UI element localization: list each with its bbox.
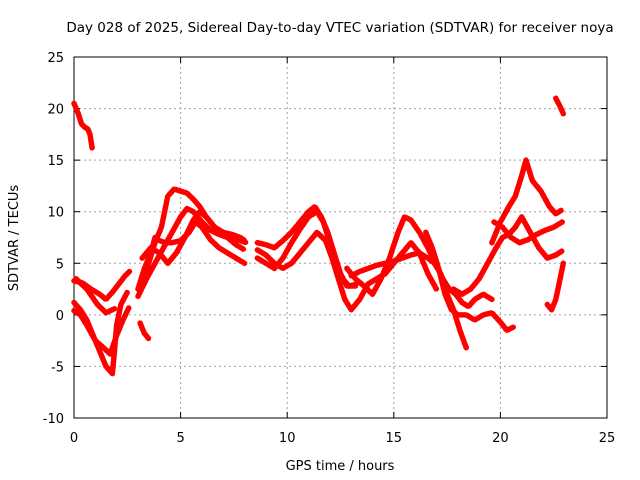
series-trace-1 (71, 100, 95, 151)
series-trace-15 (344, 214, 495, 310)
x-axis-label: GPS time / hours (286, 459, 395, 474)
y-tick-label: 20 (47, 103, 64, 118)
x-tick-label: 20 (492, 431, 509, 446)
x-tick-labels: 0 5 10 15 20 25 (70, 431, 615, 446)
series-trace-7 (73, 276, 118, 316)
y-tick-labels: -10 -5 0 5 10 15 20 25 (43, 51, 64, 427)
series-trace-14 (254, 208, 361, 289)
y-tick-label: -5 (51, 360, 64, 375)
plot-frame (73, 56, 608, 419)
series-trace-20 (491, 219, 565, 246)
y-tick-label: 15 (47, 154, 64, 169)
y-axis-label: SDTVAR / TECUs (7, 185, 22, 292)
series-trace-17 (423, 229, 516, 334)
y-tick-label: 0 (56, 309, 64, 324)
series-trace-2 (553, 95, 567, 117)
grid (74, 57, 607, 418)
y-tick-label: -10 (43, 412, 64, 427)
series-trace-9 (135, 205, 248, 300)
series-trace-13 (254, 229, 440, 313)
data-series (71, 95, 567, 377)
x-tick-label: 5 (176, 431, 184, 446)
series-trace-3 (137, 320, 152, 342)
series-trace-11 (139, 208, 248, 267)
series-trace-21 (544, 260, 567, 313)
series-trace-6 (71, 303, 133, 357)
series-trace-19 (489, 157, 565, 246)
y-tick-label: 5 (56, 257, 64, 272)
x-tick-label: 0 (70, 431, 78, 446)
x-tick-label: 15 (386, 431, 403, 446)
x-tick-label: 25 (599, 431, 616, 446)
x-tick-label: 10 (279, 431, 296, 446)
chart-title: Day 028 of 2025, Sidereal Day-to-day VTE… (66, 20, 613, 36)
axis-ticks (73, 56, 608, 419)
y-tick-label: 25 (47, 51, 64, 66)
y-tick-label: 10 (47, 206, 64, 221)
